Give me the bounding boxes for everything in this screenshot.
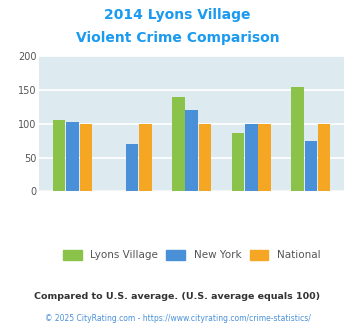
Text: © 2025 CityRating.com - https://www.cityrating.com/crime-statistics/: © 2025 CityRating.com - https://www.city…	[45, 314, 310, 323]
Bar	[258, 124, 271, 191]
Legend: Lyons Village, New York, National: Lyons Village, New York, National	[59, 246, 324, 265]
Bar	[53, 120, 65, 191]
Bar	[318, 124, 331, 191]
Bar	[305, 141, 317, 191]
Bar	[185, 110, 198, 191]
Text: Violent Crime Comparison: Violent Crime Comparison	[76, 31, 279, 45]
Bar	[199, 124, 211, 191]
Bar	[66, 122, 79, 191]
Bar	[231, 133, 244, 191]
Bar	[245, 124, 257, 191]
Bar	[80, 124, 92, 191]
Bar	[126, 144, 138, 191]
Bar	[172, 97, 185, 191]
Text: Compared to U.S. average. (U.S. average equals 100): Compared to U.S. average. (U.S. average …	[34, 292, 321, 301]
Bar	[139, 124, 152, 191]
Text: 2014 Lyons Village: 2014 Lyons Village	[104, 8, 251, 22]
Bar	[291, 86, 304, 191]
